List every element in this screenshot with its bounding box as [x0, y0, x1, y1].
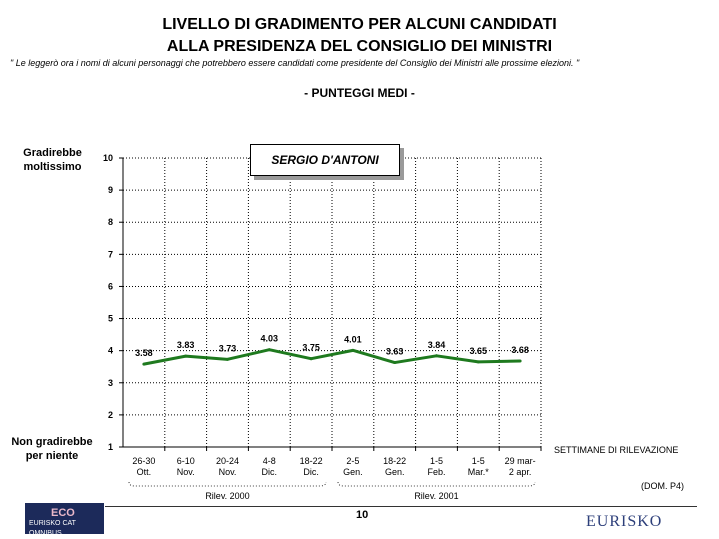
data-label: 3.63	[386, 347, 404, 357]
y-label-bottom-line2: per niente	[25, 450, 79, 462]
y-tick-label: 7	[108, 249, 113, 259]
y-tick-label: 9	[108, 185, 113, 195]
data-label: 3.83	[177, 340, 195, 350]
data-point	[267, 348, 271, 352]
data-point	[226, 357, 229, 361]
chart-subtitle: - PUNTEGGI MEDI -	[304, 86, 415, 100]
group-label: Rilev. 2000	[205, 491, 249, 501]
y-tick-label: 6	[108, 281, 113, 291]
x-tick-label: Ott.	[137, 467, 152, 477]
x-tick-label: 20-24	[216, 456, 239, 466]
y-label-top: Gradirebbe moltissimo	[10, 146, 95, 174]
x-tick-label: 6-10	[177, 456, 195, 466]
y-label-top-line2: moltissimo	[23, 161, 82, 173]
y-label-bottom-line1: Non gradirebbe	[11, 436, 93, 448]
chart-title-line1: LIVELLO DI GRADIMENTO PER ALCUNI CANDIDA…	[162, 16, 557, 33]
x-tick-label: 2-5	[346, 456, 359, 466]
eurisko-logo: EURISKO	[586, 513, 663, 530]
y-label-top-line1: Gradirebbe	[23, 147, 82, 159]
data-point	[309, 357, 313, 361]
question-note: " Le leggerò ora i nomi di alcuni person…	[10, 58, 580, 68]
data-point	[393, 361, 397, 365]
group-bracket	[128, 481, 327, 487]
x-tick-label: Gen.	[343, 467, 363, 477]
data-label: 4.03	[261, 334, 279, 344]
x-tick-label: 2 apr.	[509, 467, 532, 477]
x-tick-label: Dic.	[303, 467, 319, 477]
x-tick-label: 4-8	[263, 456, 276, 466]
page-number: 10	[356, 509, 369, 521]
eco-logo: ECO EURISKO CAT OMNIBUS	[25, 503, 104, 537]
footer-rule	[105, 506, 697, 507]
data-point	[435, 354, 438, 358]
y-tick-label: 4	[108, 346, 113, 356]
x-tick-label: 18-22	[383, 456, 406, 466]
data-label: 3.68	[511, 345, 529, 355]
x-tick-label: Nov.	[219, 467, 237, 477]
y-tick-label: 3	[108, 378, 113, 388]
data-point	[518, 359, 522, 363]
x-tick-label: Nov.	[177, 467, 195, 477]
data-label: 4.01	[344, 334, 362, 344]
data-label: 3.75	[302, 343, 320, 353]
data-point	[476, 360, 480, 364]
y-label-bottom: Non gradirebbe per niente	[2, 435, 102, 463]
data-point	[184, 354, 188, 358]
x-tick-label: 18-22	[300, 456, 323, 466]
data-label: 3.65	[470, 346, 488, 356]
x-tick-label: 1-5	[430, 456, 443, 466]
source-code: (DOM. P4)	[641, 481, 685, 491]
x-tick-label: Dic.	[262, 467, 278, 477]
x-tick-label: 26-30	[132, 456, 155, 466]
x-tick-label: Mar.*	[468, 467, 490, 477]
y-tick-label: 2	[108, 410, 113, 420]
data-point	[142, 362, 146, 366]
data-label: 3.73	[219, 343, 237, 353]
y-tick-label: 10	[103, 153, 113, 163]
group-bracket	[337, 481, 536, 487]
group-label: Rilev. 2001	[414, 491, 458, 501]
x-axis-label: SETTIMANE DI RILEVAZIONE	[554, 445, 679, 455]
eco-logo-text: EURISKO CAT OMNIBUS	[29, 520, 76, 537]
x-tick-label: 1-5	[472, 456, 485, 466]
x-tick-label: 29 mar-	[505, 456, 536, 466]
series-line	[143, 348, 521, 366]
chart-title-line2: ALLA PRESIDENZA DEL CONSIGLIO DEI MINIST…	[166, 38, 553, 55]
y-tick-label: 1	[108, 442, 113, 452]
series-name-box: SERGIO D'ANTONI	[250, 144, 400, 176]
data-label: 3.84	[428, 340, 446, 350]
y-tick-label: 5	[108, 314, 113, 324]
x-tick-label: Feb.	[427, 467, 445, 477]
data-point	[351, 348, 355, 352]
data-label: 3.58	[135, 348, 153, 358]
x-tick-label: Gen.	[385, 467, 405, 477]
y-tick-label: 8	[108, 217, 113, 227]
